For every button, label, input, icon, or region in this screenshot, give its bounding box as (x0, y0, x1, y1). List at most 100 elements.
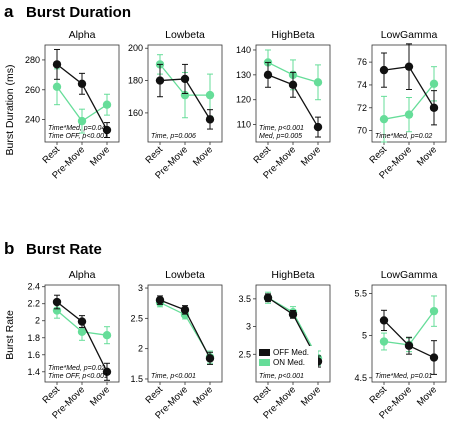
stat-annotation: Med, p=0.005 (259, 133, 302, 140)
stat-annotation: Time*Med, p=0.04 (48, 125, 105, 132)
data-point-off (77, 317, 87, 326)
stat-annotation: Time, p=0.006 (151, 133, 196, 140)
data-point-on (429, 306, 439, 316)
y-tick-label: 1.6 (27, 350, 40, 360)
subplot-title: Lowbeta (165, 269, 205, 281)
legend-swatch-on (259, 359, 270, 366)
subplot-title: Alpha (69, 269, 96, 281)
legend-label-on: ON Med. (273, 358, 305, 367)
y-tick-label: 4.5 (354, 373, 367, 383)
data-point-on (429, 79, 439, 89)
data-point-off (102, 367, 112, 376)
row-a-letter: a (4, 2, 14, 21)
subplot-title: HighBeta (271, 269, 314, 281)
subplot-title: Alpha (69, 29, 96, 41)
y-tick-label: 240 (25, 115, 40, 125)
y-tick-label: 72 (357, 103, 367, 113)
data-point-on (404, 110, 414, 119)
data-point-on (379, 337, 389, 346)
y-tick-label: 2.5 (130, 313, 143, 323)
data-point-on (102, 331, 112, 340)
data-point-on (313, 78, 323, 87)
y-tick-label: 76 (357, 57, 367, 67)
stat-annotation: Time*Med, p=0.02 (375, 133, 432, 140)
y-tick-label: 130 (236, 70, 251, 80)
y-tick-label: 180 (128, 76, 143, 86)
y-tick-label: 120 (236, 95, 251, 105)
y-tick-label: 3.5 (238, 294, 251, 304)
row-b-title: Burst Rate (26, 241, 102, 258)
stat-annotation: Time OFF, p<0.001 (48, 133, 108, 140)
subplot-title: HighBeta (271, 29, 314, 41)
y-tick-label: 260 (25, 85, 40, 95)
row-a-ylabel: Burst Duration (ms) (4, 64, 16, 155)
data-point-off (313, 122, 323, 132)
data-point-off (429, 103, 439, 112)
y-tick-label: 70 (357, 126, 367, 136)
data-point-off (155, 76, 165, 85)
data-point-off (288, 310, 298, 319)
data-point-off (205, 354, 215, 363)
data-point-on (77, 327, 87, 336)
legend-label-off: OFF Med. (273, 348, 309, 357)
data-point-on (77, 116, 87, 126)
data-point-off (404, 341, 414, 350)
data-point-on (52, 82, 62, 91)
x-tick-label: Rest (41, 144, 63, 166)
x-tick-label: Rest (144, 144, 166, 166)
x-tick-label: Move (415, 144, 439, 168)
y-tick-label: 110 (237, 120, 251, 130)
data-point-off (52, 60, 62, 69)
x-tick-label: Rest (252, 384, 274, 406)
stat-annotation: Time*Med, p=0.01 (375, 373, 432, 380)
y-tick-label: 2.4 (27, 282, 40, 292)
x-tick-label: Move (191, 144, 215, 168)
subplot-title: LowGamma (381, 269, 438, 281)
legend-swatch-off (259, 349, 270, 356)
x-tick-label: Rest (252, 144, 274, 166)
stat-annotation: Time, p<0.001 (259, 125, 304, 132)
x-tick-label: Rest (144, 384, 166, 406)
y-tick-label: 2.5 (238, 349, 251, 359)
data-point-off (404, 62, 414, 71)
data-point-off (263, 293, 273, 302)
subplot-title: Lowbeta (165, 29, 205, 41)
data-point-off (180, 74, 190, 84)
data-point-off (205, 115, 215, 124)
data-point-off (263, 70, 273, 80)
y-tick-label: 160 (128, 108, 143, 118)
row-b-letter: b (4, 239, 14, 258)
stat-annotation: Time, p<0.001 (151, 373, 196, 380)
stat-annotation: Time OFF, p<0.001 (48, 373, 108, 380)
data-point-off (52, 297, 62, 307)
data-point-off (102, 125, 112, 135)
data-point-off (379, 65, 389, 75)
y-tick-label: 280 (25, 55, 40, 65)
data-point-on (205, 90, 215, 100)
data-point-off (155, 295, 165, 305)
x-tick-label: Move (299, 384, 323, 408)
y-tick-label: 1.4 (27, 367, 40, 377)
y-tick-label: 74 (357, 80, 367, 90)
x-tick-label: Rest (368, 384, 390, 406)
y-tick-label: 5 (362, 331, 367, 341)
x-tick-label: Move (88, 384, 112, 408)
data-point-off (288, 80, 298, 89)
x-tick-label: Move (191, 384, 215, 408)
x-tick-label: Move (88, 144, 112, 168)
y-tick-label: 1.8 (27, 333, 40, 343)
y-tick-label: 2 (138, 344, 143, 354)
x-tick-label: Rest (41, 384, 63, 406)
y-tick-label: 3 (138, 283, 143, 293)
y-tick-label: 5.5 (354, 288, 367, 298)
y-tick-label: 140 (236, 45, 251, 55)
